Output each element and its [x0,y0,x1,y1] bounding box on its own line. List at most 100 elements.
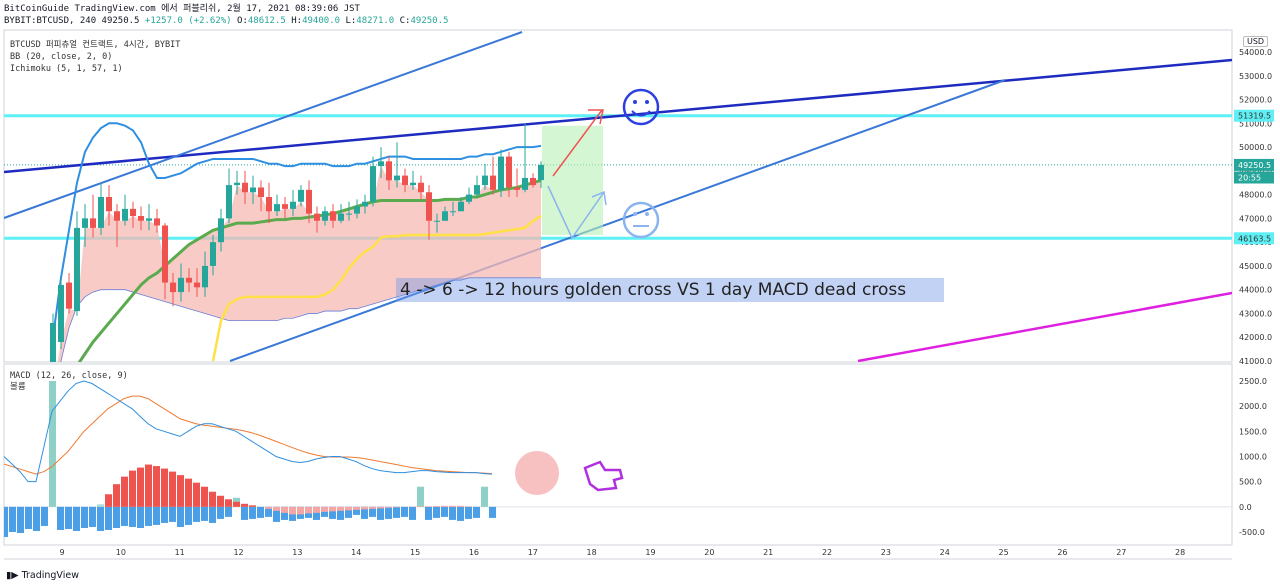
candle-body [514,187,520,190]
ichimoku-cloud [57,166,541,362]
volume-bar [417,486,424,507]
volume-bar [473,506,480,518]
symbol-legend[interactable]: BTCUSD 퍼피츄얼 컨트랙트, 4시간, BYBIT [10,40,181,50]
volume-bar [393,506,400,518]
macd-tick-label: 0.0 [1239,503,1252,512]
candle-body [90,218,96,228]
smile-face-icon [622,88,660,126]
volume-bar [161,506,168,523]
price-plot [4,31,1232,362]
volume-bar [57,506,64,530]
annotation-text: 4 -> 6 -> 12 hours golden cross VS 1 day… [396,278,944,302]
volume-bar [489,506,496,518]
candle-body [410,182,416,186]
time-tick-label: 24 [940,548,950,557]
volume-bar [281,506,288,520]
price-tick-label: 53000.0 [1239,72,1272,81]
candle-body [98,196,104,228]
histogram-bar [289,506,296,515]
macd-tick-label: 500.0 [1239,478,1262,487]
volume-bar [4,506,8,538]
tradingview-icon: ▮▶ [6,570,19,581]
price-tick-label: 52000.0 [1239,96,1272,105]
publish-info: BitCoinGuide TradingView.com 에서 퍼블리쉬, 2월… [4,4,360,14]
candle-body [130,208,136,217]
price-tick-label: 43000.0 [1239,309,1272,318]
volume-bar [321,506,328,517]
macd-legend[interactable]: MACD (12, 26, close, 9) [10,371,128,381]
time-tick-label: 10 [116,548,126,557]
time-tick-label: 13 [292,548,302,557]
histogram-bar [217,495,224,507]
candle-body [242,182,248,193]
price-label-box [1234,171,1274,184]
histogram-bar [337,506,344,511]
candle-body [298,189,304,202]
neutral-face-eye [645,212,649,216]
volume-bar [9,506,16,532]
macd-pane [3,363,1233,546]
histogram-bar [273,506,280,511]
histogram-bar [249,505,256,507]
smile-face-eye [633,100,637,104]
candle-body [474,185,480,195]
tradingview-logo: ▮▶ TradingView [6,570,79,581]
close-value: 49250.5 [410,16,449,26]
histogram-bar [145,464,152,507]
time-tick-label: 15 [410,548,420,557]
volume-bar [313,506,320,520]
smile-face-mouth [631,110,651,117]
histogram-bar [345,506,352,511]
candle-body [210,242,216,266]
time-tick-label: 22 [822,548,832,557]
smile-face-outline [622,88,660,126]
signal-line [4,395,493,475]
down-up-arrow [547,185,605,240]
candle-body [466,194,472,202]
histogram-bar [425,506,432,507]
high-label: H: [291,16,303,26]
ichimoku-legend[interactable]: Ichimoku (5, 1, 57, 1) [10,64,123,74]
volume-bar [49,381,56,507]
candle-body [138,216,144,221]
candle-body [250,187,256,193]
candle-body [282,204,288,209]
bb-legend[interactable]: BB (20, close, 2, 0) [10,52,113,62]
volume-bar [249,506,256,519]
time-tick-label: 20 [704,548,714,557]
volume-bar [33,506,40,531]
tenkan-line [211,214,542,362]
projection-box [542,125,603,236]
time-tick-label: 17 [528,548,538,557]
histogram-bar [369,506,376,509]
candle-body [362,201,368,207]
price-label-box [1234,158,1274,171]
volume-bar [73,506,80,531]
macd-sub-legend: 볼륨 [10,382,26,392]
macd-tick-label: 2500.0 [1239,377,1267,386]
neutral-face-eye [633,212,637,216]
time-tick-label: 11 [175,548,185,557]
candle-body [50,322,56,362]
volume-bar [409,506,416,520]
price-tick-label: 47000.0 [1239,214,1272,223]
volume-bar [129,506,136,527]
volume-bar [425,506,432,520]
histogram-bar [121,476,128,507]
volume-bar [121,506,128,526]
volume-bar [97,506,104,531]
close-label: C: [399,16,411,26]
volume-bar [369,506,376,517]
up-arrow [552,109,603,177]
price-label-box [1234,109,1274,122]
histogram-bar [457,505,464,507]
time-tick-label: 27 [1116,548,1126,557]
volume-bar [465,506,472,519]
volume-bar [385,506,392,519]
volume-bar [65,506,72,529]
candle-body [338,213,344,221]
histogram-bar [449,505,456,507]
currency-label[interactable]: USD [1243,36,1269,47]
histogram-bar [441,505,448,507]
